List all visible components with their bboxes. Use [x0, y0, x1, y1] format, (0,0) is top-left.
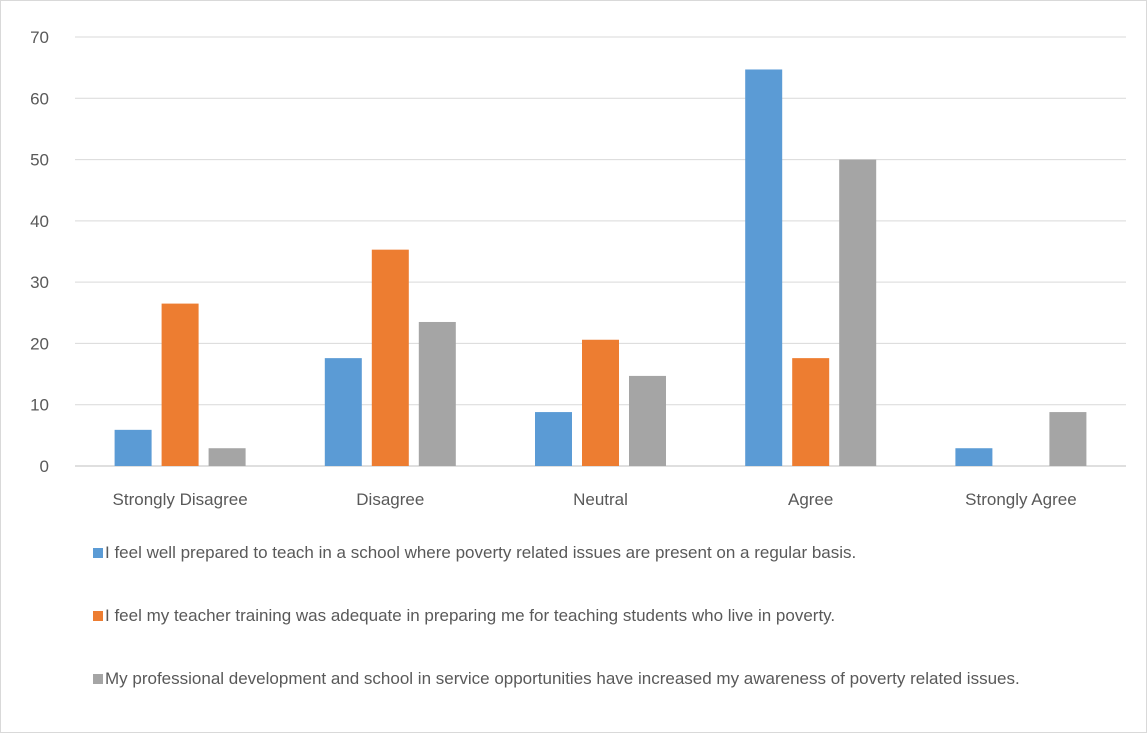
x-category-label: Disagree [356, 490, 424, 509]
legend-item: My professional development and school i… [93, 667, 1103, 691]
bar [629, 375, 666, 466]
bar [371, 249, 409, 466]
y-tick-label: 60 [30, 89, 49, 108]
legend-item: I feel my teacher training was adequate … [93, 604, 1103, 628]
bar-chart: 0 10 20 30 40 50 60 70 Strongly Disagree Disagre… [30, 28, 1126, 509]
y-tick-label: 50 [30, 151, 49, 170]
bar [535, 412, 572, 466]
legend-swatch [93, 548, 103, 558]
legend: I feel well prepared to teach in a schoo… [93, 541, 1103, 730]
bar [792, 358, 830, 466]
bar [955, 448, 993, 466]
legend-swatch [93, 611, 103, 621]
bar [582, 339, 619, 466]
bar [418, 321, 456, 466]
legend-label: I feel well prepared to teach in a schoo… [105, 543, 857, 562]
y-axis-ticks: 0 10 20 30 40 50 60 70 [30, 28, 49, 476]
legend-item: I feel well prepared to teach in a schoo… [93, 541, 1103, 565]
bar [208, 448, 246, 466]
bar [745, 69, 783, 466]
x-category-label: Strongly Agree [965, 490, 1077, 509]
y-tick-label: 20 [30, 334, 49, 353]
y-tick-label: 70 [30, 28, 49, 47]
bar [1049, 412, 1087, 466]
y-tick-label: 30 [30, 273, 49, 292]
bar [839, 159, 877, 467]
bars [114, 69, 1087, 467]
x-axis-categories: Strongly Disagree Disagree Neutral Agree Str… [113, 490, 1077, 509]
legend-label: I feel my teacher training was adequate … [105, 606, 836, 625]
legend-swatch [93, 674, 103, 684]
y-tick-label: 0 [40, 457, 49, 476]
y-tick-label: 40 [30, 212, 49, 231]
x-category-label: Strongly Disagree [113, 490, 248, 509]
bar [114, 429, 152, 466]
x-category-label: Neutral [573, 490, 628, 509]
x-category-label: Agree [788, 490, 833, 509]
bar [324, 358, 362, 466]
y-tick-label: 10 [30, 396, 49, 415]
bar [161, 303, 199, 466]
legend-label: My professional development and school i… [105, 669, 1020, 688]
